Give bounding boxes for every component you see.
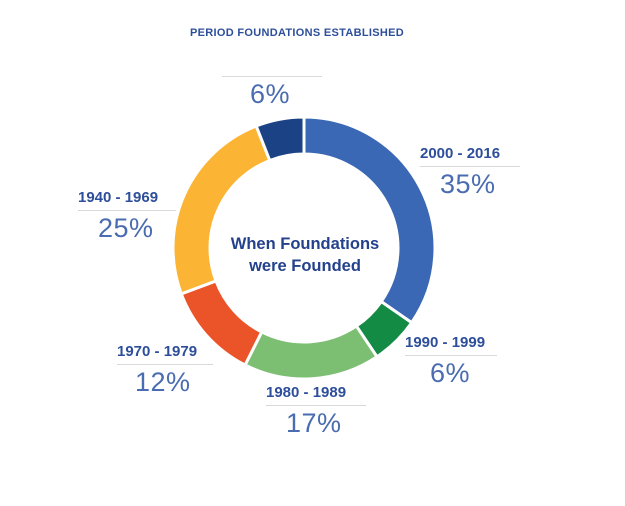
center-label-line-2: were Founded (249, 257, 361, 275)
percent-label: 6% (250, 79, 291, 109)
percent-label: 6% (430, 358, 471, 388)
donut-slice-1980-1989 (243, 323, 380, 381)
category-label: 1990 - 1999 (405, 334, 486, 351)
category-label: 1940 - 1969 (78, 189, 159, 206)
donut-center-label: When Foundations were Founded (202, 233, 408, 277)
label-divider (405, 355, 497, 356)
slice-label-1980-1989: 1980 - 1989 17% (266, 384, 366, 439)
slice-label-1970-1979: 1970 - 1979 12% (117, 343, 213, 398)
category-label: 1970 - 1979 (117, 343, 198, 360)
label-divider (222, 76, 322, 77)
category-label: 1980 - 1989 (266, 384, 347, 401)
label-divider (420, 166, 520, 167)
chart-title: PERIOD FOUNDATIONS ESTABLISHED (190, 27, 404, 39)
donut-slice-2000-2016 (302, 115, 437, 325)
center-label-line-1: When Foundations (230, 235, 380, 253)
percent-label: 17% (286, 408, 342, 438)
label-divider (78, 210, 176, 211)
slice-label-1990-1999: 1990 - 1999 6% (405, 334, 497, 389)
label-divider (117, 364, 213, 365)
percent-label: 12% (135, 367, 191, 397)
percent-label: 35% (440, 169, 496, 199)
label-divider (266, 405, 366, 406)
donut-slice-unlabeled (254, 115, 306, 163)
slice-label-1940-1969: 1940 - 1969 25% (78, 189, 176, 244)
percent-label: 25% (98, 213, 154, 243)
slice-label-2000-2016: 2000 - 2016 35% (420, 145, 520, 200)
category-label: 2000 - 2016 (420, 145, 501, 162)
slice-label-unlabeled: 6% (222, 76, 322, 110)
